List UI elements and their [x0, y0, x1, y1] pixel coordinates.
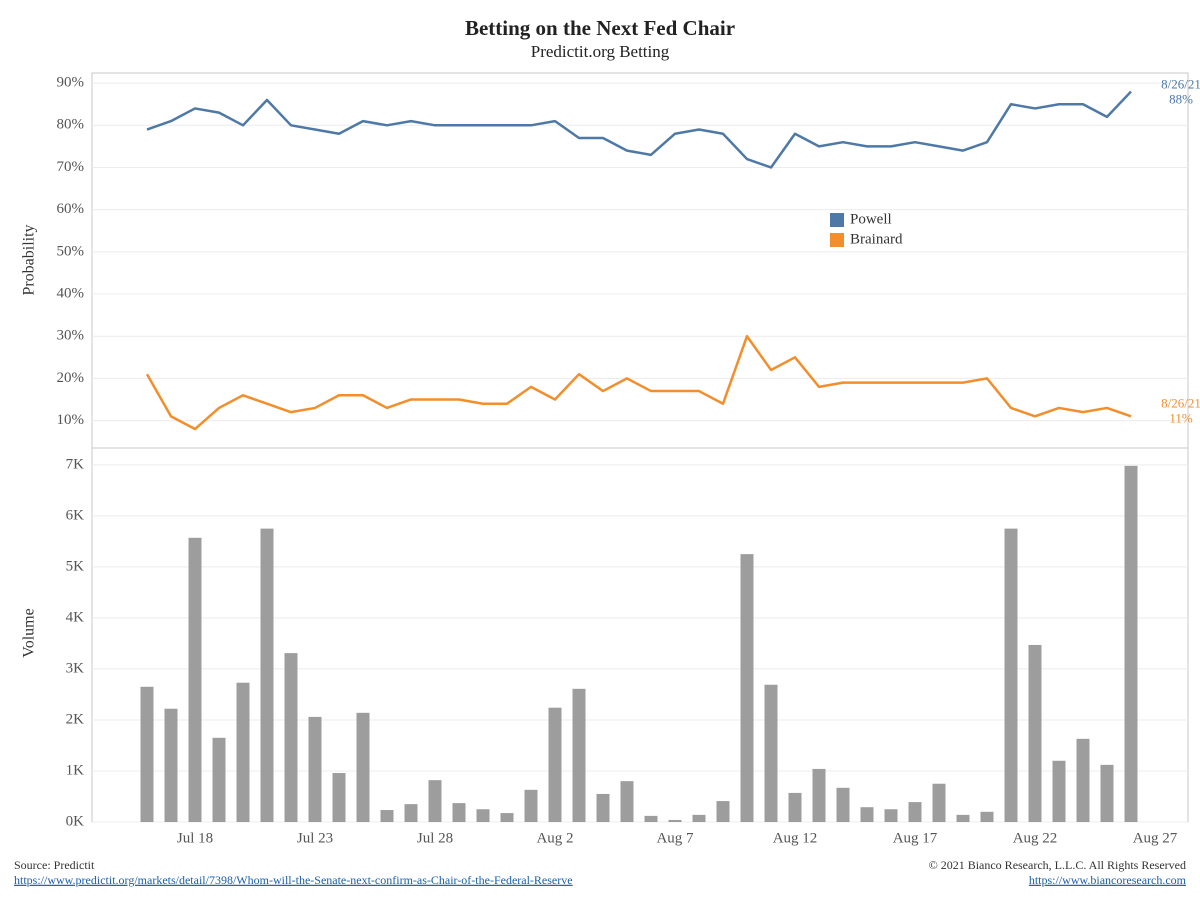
bar	[284, 653, 298, 822]
x-tick-label: Jul 18	[177, 830, 213, 846]
bar	[668, 819, 682, 822]
x-tick-label: Aug 2	[536, 830, 573, 846]
bar	[428, 780, 442, 822]
bar	[500, 813, 514, 822]
bar	[476, 809, 490, 822]
bar	[1100, 764, 1114, 822]
bar	[548, 707, 562, 822]
bar	[980, 811, 994, 822]
bar	[164, 708, 178, 822]
legend-label: Brainard	[850, 231, 903, 247]
panel-frame	[91, 447, 1189, 823]
bar	[356, 712, 370, 822]
copyright: © 2021 Bianco Research, L.L.C. All Right…	[929, 858, 1186, 872]
bar	[572, 688, 586, 822]
x-tick-label: Jul 23	[297, 830, 333, 846]
y-tick-label: 2K	[66, 711, 85, 727]
site-link[interactable]: https://www.biancoresearch.com	[1029, 873, 1187, 887]
y-tick-label: 5K	[66, 558, 85, 574]
y-tick-label: 70%	[57, 159, 85, 175]
x-tick-label: Jul 28	[417, 830, 453, 846]
y-tick-label: 90%	[57, 75, 85, 91]
x-tick-label: Aug 7	[656, 830, 694, 846]
bar	[308, 716, 322, 822]
bar	[812, 768, 826, 822]
bar	[740, 554, 754, 822]
source-link[interactable]: https://www.predictit.org/markets/detail…	[14, 873, 573, 887]
bar	[788, 792, 802, 822]
y-tick-label: 7K	[66, 456, 85, 472]
bar	[620, 781, 634, 822]
y-tick-label: 1K	[66, 762, 85, 778]
line	[145, 334, 1132, 431]
chart-subtitle: Predictit.org Betting	[531, 42, 670, 61]
bar	[404, 804, 418, 822]
bar	[188, 537, 202, 822]
y-tick-label: 30%	[57, 328, 85, 344]
bar	[932, 783, 946, 822]
chart-title: Betting on the Next Fed Chair	[465, 16, 735, 40]
y-tick-label: 4K	[66, 609, 85, 625]
end-date-label: 8/26/21	[1161, 395, 1200, 410]
bar	[596, 793, 610, 822]
bar	[644, 815, 658, 822]
bar	[908, 802, 922, 822]
y-tick-label: 50%	[57, 243, 85, 259]
end-date-label: 8/26/21	[1161, 77, 1200, 92]
y-tick-label: 0K	[66, 813, 85, 829]
y-axis-title: Volume	[21, 608, 38, 657]
legend-swatch	[830, 213, 844, 227]
x-tick-label: Aug 27	[1133, 830, 1178, 846]
bar	[1124, 465, 1138, 822]
y-tick-label: 6K	[66, 507, 85, 523]
bar	[236, 682, 250, 822]
bar	[524, 789, 538, 822]
bar	[884, 809, 898, 822]
y-axis-title: Probability	[21, 224, 38, 295]
y-tick-label: 40%	[57, 285, 85, 301]
x-tick-label: Aug 22	[1013, 830, 1058, 846]
y-tick-label: 20%	[57, 370, 85, 386]
source: Source: Predictit	[14, 858, 95, 872]
bar	[380, 810, 394, 822]
bar	[1052, 760, 1066, 822]
bar	[764, 684, 778, 822]
y-tick-label: 80%	[57, 117, 85, 133]
bar	[1076, 738, 1090, 822]
y-tick-label: 10%	[57, 412, 85, 428]
bar	[212, 737, 226, 822]
bar	[1004, 528, 1018, 822]
legend-label: Powell	[850, 211, 892, 227]
value-label: 88%	[1169, 92, 1193, 107]
bar	[716, 801, 730, 822]
panel-frame	[91, 72, 1189, 449]
legend-swatch	[830, 233, 844, 247]
bar	[692, 814, 706, 822]
y-tick-label: 60%	[57, 201, 85, 217]
x-tick-label: Aug 17	[893, 830, 938, 846]
bar	[332, 773, 346, 822]
bar	[452, 803, 466, 822]
bar	[956, 814, 970, 822]
bar	[1028, 644, 1042, 822]
value-label: 11%	[1169, 410, 1193, 425]
y-tick-label: 3K	[66, 660, 85, 676]
line	[146, 90, 1132, 169]
bar	[836, 787, 850, 822]
bar	[140, 686, 154, 822]
bar	[860, 807, 874, 822]
x-tick-label: Aug 12	[773, 830, 818, 846]
bar	[260, 528, 274, 822]
